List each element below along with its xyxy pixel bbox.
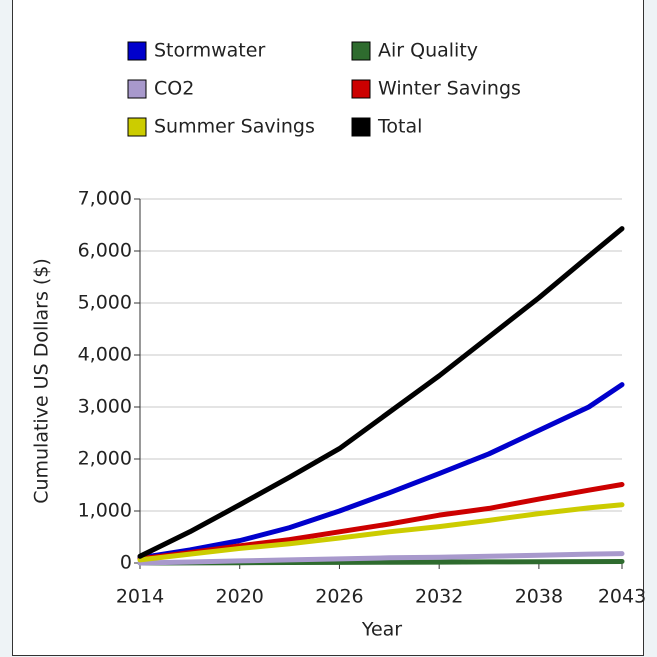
legend-swatch (127, 79, 147, 99)
legend-swatch (127, 117, 147, 137)
x-tick-label: 2043 (598, 586, 646, 608)
series-line (137, 502, 625, 563)
legend-label: Total (377, 116, 422, 138)
y-tick-label: 5,000 (78, 292, 132, 314)
y-tick-label: 0 (120, 552, 132, 574)
series-line (137, 551, 625, 566)
series-line (137, 226, 625, 559)
series-line (137, 382, 625, 561)
legend-swatch (351, 79, 371, 99)
legend-label: Winter Savings (378, 78, 521, 100)
legend-label: CO2 (154, 78, 194, 100)
y-axis-label: Cumulative US Dollars ($) (31, 258, 53, 504)
y-tick-label: 1,000 (78, 500, 132, 522)
panel (12, 0, 644, 656)
x-tick-label: 2038 (515, 586, 563, 608)
legend-swatch (351, 117, 371, 137)
y-tick-label: 7,000 (78, 188, 132, 210)
x-tick-label: 2014 (116, 586, 164, 608)
x-tick-label: 2020 (216, 586, 264, 608)
legend-swatch (127, 41, 147, 61)
legend-label: Air Quality (378, 40, 478, 62)
y-tick-label: 6,000 (78, 240, 132, 262)
legend-label: Stormwater (154, 40, 265, 62)
y-tick-label: 4,000 (78, 344, 132, 366)
legend-label: Summer Savings (154, 116, 315, 138)
y-tick-label: 2,000 (78, 448, 132, 470)
legend-swatch (351, 41, 371, 61)
y-tick-label: 3,000 (78, 396, 132, 418)
x-tick-label: 2032 (415, 586, 463, 608)
x-axis-label: Year (361, 619, 402, 641)
x-tick-label: 2026 (315, 586, 363, 608)
